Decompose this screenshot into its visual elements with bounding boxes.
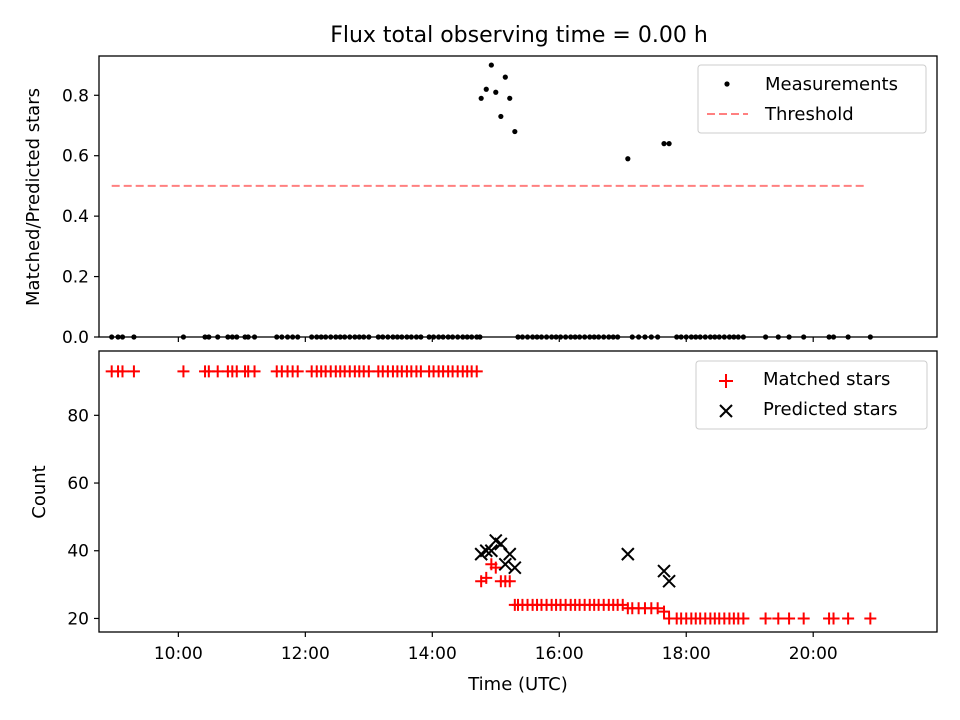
matched-stars-point xyxy=(480,571,493,584)
predicted-stars-point xyxy=(621,547,635,561)
bottom-y-ticks: 20 40 60 80 xyxy=(67,406,99,629)
legend-predicted-label: Predicted stars xyxy=(763,399,897,420)
bottom-x-ticks: 10:00 12:00 14:00 16:00 18:00 20:00 xyxy=(154,632,838,664)
predicted-stars-point xyxy=(508,560,522,575)
predicted-stars-point xyxy=(662,574,676,588)
matched-stars-point xyxy=(489,561,502,574)
matched-stars-point xyxy=(651,602,664,615)
matched-stars-point xyxy=(759,612,772,625)
top-y-tick-label: 0.2 xyxy=(62,268,89,288)
bottom-legend-frame xyxy=(695,360,928,430)
x-tick-label: 20:00 xyxy=(789,644,838,664)
matched-stars-point xyxy=(211,365,224,378)
predicted-stars-point xyxy=(503,547,517,561)
measurement-point xyxy=(502,74,508,80)
predicted-stars-point xyxy=(484,544,499,558)
measurement-point xyxy=(478,95,484,101)
matched-stars-point xyxy=(177,365,190,378)
matched-stars-point xyxy=(127,365,140,378)
bottom-plot-marks xyxy=(105,365,877,625)
top-y-tick-label: 0.8 xyxy=(62,86,89,106)
matched-stars-point xyxy=(797,612,810,625)
top-y-axis-label: Matched/Predicted stars xyxy=(23,88,44,306)
legend-threshold-label: Threshold xyxy=(764,104,854,125)
legend-measurements-label: Measurements xyxy=(765,74,898,95)
matched-stars-point xyxy=(783,612,796,625)
measurement-point xyxy=(625,156,631,162)
matched-stars-point xyxy=(842,612,855,625)
x-axis-label: Time (UTC) xyxy=(467,674,568,695)
top-axes-frame xyxy=(98,55,938,338)
x-tick-label: 16:00 xyxy=(535,644,584,664)
measurement-point xyxy=(498,113,504,120)
measurement-point xyxy=(666,141,672,147)
x-tick-label: 12:00 xyxy=(281,644,330,664)
legend-matched-label: Matched stars xyxy=(763,369,890,390)
bottom-y-tick-label: 60 xyxy=(67,474,89,494)
matched-stars-point xyxy=(248,365,261,378)
legend-predicted-marker xyxy=(719,404,733,418)
top-y-tick-label: 0.0 xyxy=(62,328,89,348)
bottom-axes-frame xyxy=(98,350,938,633)
matched-stars-point xyxy=(658,605,671,618)
legend-matched-marker xyxy=(719,374,733,388)
bottom-y-tick-label: 20 xyxy=(67,609,89,629)
x-tick-label: 14:00 xyxy=(408,644,457,664)
bottom-y-tick-label: 80 xyxy=(67,406,89,426)
measurement-point xyxy=(493,89,499,95)
predicted-stars-point xyxy=(498,557,513,571)
matched-stars-point xyxy=(772,612,785,625)
bottom-y-tick-label: 40 xyxy=(67,542,89,562)
top-panel: 0.00.20.40.60.8 Matched/Predicted stars … xyxy=(23,55,938,348)
top-x-ticks xyxy=(177,337,814,342)
matched-stars-point xyxy=(737,612,750,625)
measurement-point xyxy=(512,128,518,135)
matched-stars-point xyxy=(503,575,516,588)
top-y-tick-label: 0.4 xyxy=(62,207,89,227)
top-legend-frame xyxy=(697,64,927,134)
figure-title: Flux total observing time = 0.00 h xyxy=(330,23,708,48)
matched-stars-point xyxy=(470,365,483,378)
bottom-legend: Matched stars Predicted stars xyxy=(695,360,928,430)
legend-measurements-marker xyxy=(724,81,730,87)
x-tick-label: 10:00 xyxy=(154,644,203,664)
top-y-tick-label: 0.6 xyxy=(62,147,89,167)
top-y-ticks: 0.0 0.2 0.4 0.6 0.8 xyxy=(62,86,99,348)
measurement-point xyxy=(507,95,513,101)
matched-stars-point xyxy=(827,612,840,625)
measurement-point xyxy=(661,141,667,147)
measurement-point xyxy=(483,86,489,92)
measurement-point xyxy=(488,62,494,68)
matched-stars-point xyxy=(864,612,877,625)
bottom-y-axis-label: Count xyxy=(29,465,50,518)
matched-stars-point xyxy=(291,365,304,378)
x-tick-label: 18:00 xyxy=(662,644,711,664)
top-legend: Measurements Threshold xyxy=(697,64,927,134)
matched-stars-point xyxy=(116,365,129,378)
predicted-stars-point xyxy=(657,564,671,578)
